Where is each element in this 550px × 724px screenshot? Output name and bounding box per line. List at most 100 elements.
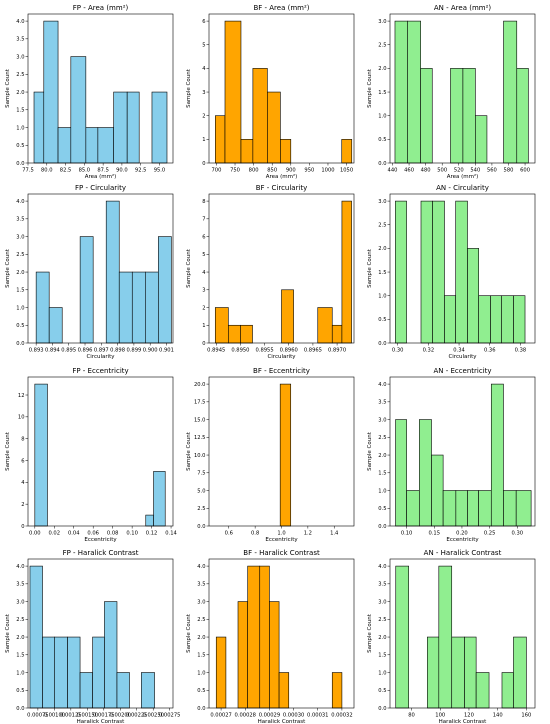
panel-title: FP - Circularity <box>75 184 126 192</box>
x-tick-label: 460 <box>404 168 414 174</box>
histogram-bar <box>455 200 468 344</box>
y-tick-label: 0.5 <box>16 688 24 694</box>
x-tick-label: 0.00031 <box>307 713 328 719</box>
y-tick-label: 1.0 <box>16 125 24 131</box>
y-tick-label: 1.0 <box>378 293 386 299</box>
y-tick-label: 2.5 <box>378 43 386 49</box>
histogram-bar <box>467 248 479 344</box>
histogram-bar <box>92 636 105 709</box>
histogram-bar <box>42 636 55 709</box>
histogram-bar <box>406 490 420 527</box>
y-tick-label: 1 <box>202 323 205 329</box>
panel-title: FP - Eccentricity <box>72 367 128 375</box>
histogram-bar <box>513 295 526 344</box>
histogram-bar <box>503 490 517 527</box>
histogram-bar <box>395 200 407 344</box>
x-tick-label: 520 <box>454 168 464 174</box>
panel-title: BF - Eccentricity <box>253 367 310 375</box>
plot-frame <box>389 13 536 164</box>
x-tick-label: 0.12 <box>146 531 158 537</box>
x-tick-label: 85.0 <box>79 168 91 174</box>
x-tick-label: 1050 <box>340 168 353 174</box>
histogram-panel: FP - Eccentricity 0.00 0.02 0.04 0.06 0.08 0.1… <box>5 367 178 543</box>
histogram-bar <box>79 236 94 344</box>
y-tick-label: 3.0 <box>378 417 386 423</box>
x-tick-label: 0.04 <box>68 531 80 537</box>
panel-title: AN - Haralick Contrast <box>424 549 502 557</box>
histogram-bar <box>279 383 292 527</box>
y-tick-label: 1 <box>202 137 205 143</box>
plot-frame <box>27 193 174 344</box>
histogram-bar <box>501 672 514 709</box>
x-tick-label: 0.00225 <box>126 713 147 719</box>
histogram-bar <box>228 324 241 344</box>
y-tick-label: 1.5 <box>16 653 24 659</box>
x-tick-label: 77.5 <box>22 168 34 174</box>
x-tick-label: 0.8970 <box>328 348 346 354</box>
histogram-bar <box>70 56 87 164</box>
y-tick-label: 3 <box>202 288 205 294</box>
x-tick-label: 0.00032 <box>331 713 352 719</box>
x-tick-label: 0.898 <box>110 348 125 354</box>
y-tick-label: 2 <box>202 113 205 119</box>
y-tick-label: 0.5 <box>378 137 386 143</box>
y-tick-label: 0 <box>21 524 24 530</box>
histogram-bar <box>331 672 343 709</box>
y-tick-label: 4.0 <box>16 19 24 25</box>
x-axis-label: Circularity <box>86 354 115 360</box>
histogram-bar <box>145 514 154 527</box>
histogram-bar <box>464 636 477 709</box>
y-tick-label: 3.5 <box>378 582 386 588</box>
x-tick-label: 0.00150 <box>77 713 98 719</box>
histogram-bar <box>427 636 440 709</box>
histogram-bar <box>281 289 294 344</box>
histogram-bar <box>317 307 333 344</box>
y-tick-label: 1.5 <box>16 288 24 294</box>
y-tick-label: 1.5 <box>378 653 386 659</box>
y-tick-label: 0.5 <box>378 317 386 323</box>
histogram-bar <box>252 68 268 164</box>
y-tick-label: 5.0 <box>197 488 205 494</box>
y-tick-label: 1.5 <box>197 653 205 659</box>
histogram-panel: BF - Circularity 0.8945 0.8950 0.8955 0.8960… <box>186 184 355 360</box>
histogram-bar <box>432 200 445 344</box>
panel-title: AN - Circularity <box>436 184 489 192</box>
histogram-bar <box>455 490 468 527</box>
y-tick-label: 15.0 <box>194 417 206 423</box>
plot-frame <box>27 13 174 164</box>
x-tick-label: 120 <box>464 713 474 719</box>
panel-title: FP - Area (mm²) <box>73 4 129 12</box>
x-axis-label: Circularity <box>448 354 477 360</box>
y-tick-label: 4.0 <box>16 199 24 205</box>
histogram-bar <box>118 271 133 344</box>
x-tick-label: 0.30 <box>392 348 404 354</box>
x-tick-label: 80.0 <box>41 168 53 174</box>
y-tick-label: 0 <box>202 161 205 167</box>
y-tick-label: 0.0 <box>378 341 386 347</box>
y-tick-label: 3.0 <box>378 599 386 605</box>
x-tick-label: 0.00030 <box>283 713 304 719</box>
histogram-bar <box>43 20 59 164</box>
histogram-panel: FP - Area (mm²) 77.5 80.0 82.5 85.0 87.5 90.0 9… <box>5 4 174 180</box>
y-axis-label: Sample Count <box>5 613 11 653</box>
x-tick-label: 0.895 <box>61 348 76 354</box>
histogram-bar <box>269 601 280 709</box>
y-tick-label: 6 <box>202 19 205 25</box>
histogram-bar <box>35 271 50 344</box>
x-tick-label: 87.5 <box>97 168 109 174</box>
x-tick-label: 0.00027 <box>210 713 231 719</box>
histogram-bar <box>419 419 432 527</box>
histogram-bar <box>215 636 227 709</box>
histogram-bar <box>240 139 254 164</box>
histogram-bar <box>214 307 229 344</box>
histogram-bar <box>490 383 504 527</box>
y-tick-label: 0.0 <box>16 706 24 712</box>
y-tick-label: 1.0 <box>378 488 386 494</box>
x-tick-label: 92.5 <box>135 168 147 174</box>
y-tick-label: 8 <box>21 436 24 442</box>
y-tick-label: 10 <box>18 415 25 421</box>
histogram-panel: AN - Haralick Contrast 80 100 120 140 160 0.0 0… <box>367 549 536 724</box>
histogram-bar <box>515 490 532 527</box>
x-tick-label: 800 <box>249 168 259 174</box>
x-tick-label: 750 <box>230 168 240 174</box>
